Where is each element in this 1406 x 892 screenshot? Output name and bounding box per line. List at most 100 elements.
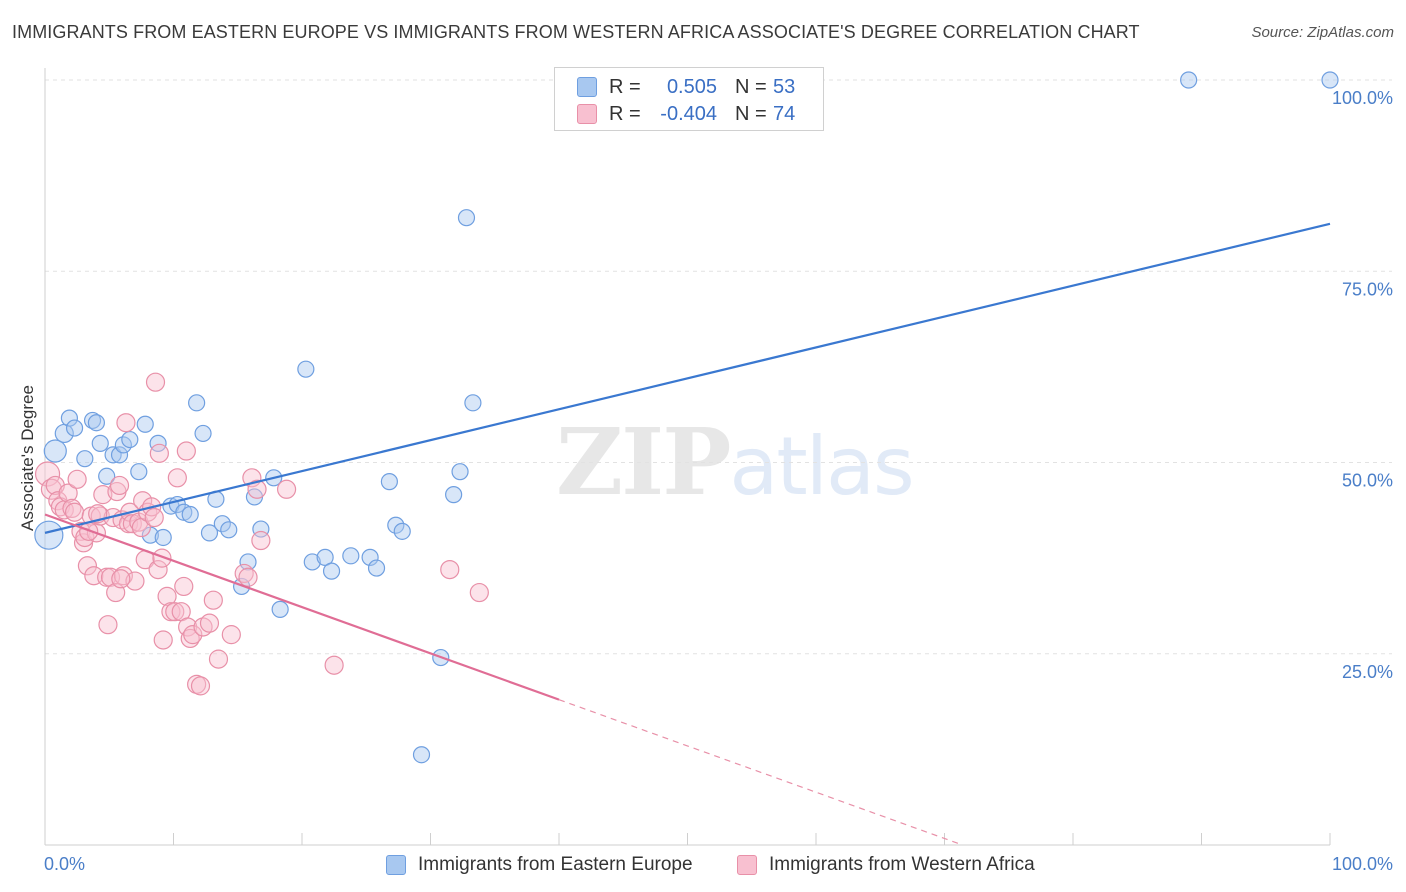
bottom-legend-label-western-africa: Immigrants from Western Africa: [769, 854, 1035, 875]
point-western-africa: [152, 548, 172, 568]
point-eastern-europe: [380, 473, 398, 491]
point-western-africa: [111, 569, 131, 589]
point-western-africa: [98, 615, 118, 635]
point-eastern-europe: [412, 746, 431, 764]
legend-row-eastern-europe: R = 0.505 N = 53: [577, 74, 795, 100]
point-eastern-europe: [220, 521, 238, 539]
point-eastern-europe: [303, 553, 321, 571]
bottom-legend-label-eastern-europe: Immigrants from Eastern Europe: [418, 854, 693, 875]
point-eastern-europe: [445, 486, 463, 504]
point-eastern-europe: [387, 516, 405, 534]
legend-swatch-western-africa: [577, 104, 597, 124]
point-eastern-europe: [213, 515, 231, 533]
legend-n-value: 53: [773, 75, 796, 98]
trendline-western-africa: [44, 513, 560, 701]
y-axis-title: Associate's Degree: [18, 385, 37, 531]
point-western-africa: [199, 613, 220, 633]
point-eastern-europe: [239, 553, 257, 571]
point-western-africa: [109, 475, 130, 496]
point-eastern-europe: [91, 434, 109, 452]
trendline-eastern-europe: [44, 222, 1331, 534]
x-tick-label: 100.0%: [1332, 854, 1393, 874]
y-tick-label: 100.0%: [1332, 88, 1393, 108]
bottom-legend-swatch-eastern-europe: [386, 855, 406, 875]
y-tick-label: 75.0%: [1342, 279, 1393, 299]
point-western-africa: [144, 507, 164, 528]
point-western-africa: [221, 625, 241, 645]
point-eastern-europe: [98, 467, 116, 485]
point-eastern-europe: [393, 522, 411, 540]
point-western-africa: [251, 530, 271, 551]
point-western-africa: [324, 655, 344, 675]
point-eastern-europe: [200, 524, 219, 542]
point-eastern-europe: [110, 446, 129, 464]
point-western-africa: [67, 469, 87, 489]
point-eastern-europe: [76, 450, 94, 468]
point-eastern-europe: [65, 419, 84, 437]
watermark: ZIPatlas: [556, 408, 915, 516]
point-western-africa: [190, 676, 211, 696]
point-western-africa: [174, 576, 194, 597]
point-western-africa: [183, 625, 203, 645]
point-eastern-europe: [1180, 71, 1198, 89]
point-eastern-europe: [1321, 71, 1339, 89]
watermark-atlas: atlas: [729, 420, 914, 513]
point-eastern-europe: [361, 548, 379, 566]
point-western-africa: [165, 602, 185, 622]
y-tick-label: 25.0%: [1342, 662, 1393, 682]
point-eastern-europe: [87, 414, 106, 432]
legend-n-label: N =: [735, 102, 767, 125]
point-eastern-europe: [181, 505, 199, 524]
point-eastern-europe: [297, 360, 315, 378]
point-western-africa: [64, 502, 85, 522]
point-eastern-europe: [130, 463, 148, 481]
source-credit: Source: ZipAtlas.com: [1251, 24, 1394, 41]
x-tick-label: 0.0%: [44, 854, 85, 874]
point-western-africa: [93, 485, 113, 505]
point-western-africa: [167, 468, 187, 488]
point-eastern-europe: [136, 415, 154, 433]
point-western-africa: [276, 479, 297, 499]
point-eastern-europe: [464, 394, 482, 412]
point-western-africa: [203, 590, 223, 610]
point-western-africa: [77, 556, 98, 576]
bottom-legend-swatch-western-africa: [737, 855, 757, 875]
point-western-africa: [469, 582, 489, 603]
point-eastern-europe: [316, 548, 334, 566]
legend-r-label: R =: [609, 102, 641, 125]
point-eastern-europe: [342, 547, 360, 565]
point-eastern-europe: [43, 439, 67, 463]
point-eastern-europe: [121, 430, 139, 449]
chart-title: IMMIGRANTS FROM EASTERN EUROPE VS IMMIGR…: [12, 22, 1140, 42]
point-eastern-europe: [457, 209, 476, 227]
y-tick-label: 50.0%: [1342, 471, 1393, 491]
point-western-africa: [116, 413, 136, 433]
legend-r-value: 0.505: [666, 75, 717, 98]
point-western-africa: [148, 559, 168, 580]
legend-swatch-eastern-europe: [577, 77, 597, 97]
point-western-africa: [149, 443, 169, 463]
bottom-legend-western-africa: Immigrants from Western Africa: [737, 852, 1035, 878]
point-eastern-europe: [104, 446, 122, 464]
point-western-africa: [234, 563, 254, 584]
legend-n-label: N =: [735, 75, 767, 98]
legend-row-western-africa: R = -0.404 N = 74: [577, 101, 795, 127]
trendline-extension-western-africa: [558, 699, 963, 846]
point-western-africa: [238, 567, 258, 587]
point-western-africa: [58, 483, 78, 503]
point-eastern-europe: [451, 463, 469, 481]
point-eastern-europe: [194, 424, 212, 443]
point-western-africa: [176, 441, 196, 461]
point-eastern-europe: [154, 528, 172, 547]
point-western-africa: [125, 571, 145, 591]
point-eastern-europe: [60, 409, 79, 427]
point-eastern-europe: [322, 562, 341, 580]
point-western-africa: [157, 586, 177, 606]
legend-n-value: 74: [773, 102, 796, 125]
point-eastern-europe: [149, 434, 167, 452]
bottom-legend-eastern-europe: Immigrants from Eastern Europe: [386, 852, 693, 878]
point-western-africa: [145, 372, 166, 392]
point-western-africa: [208, 649, 229, 669]
point-eastern-europe: [271, 600, 289, 618]
